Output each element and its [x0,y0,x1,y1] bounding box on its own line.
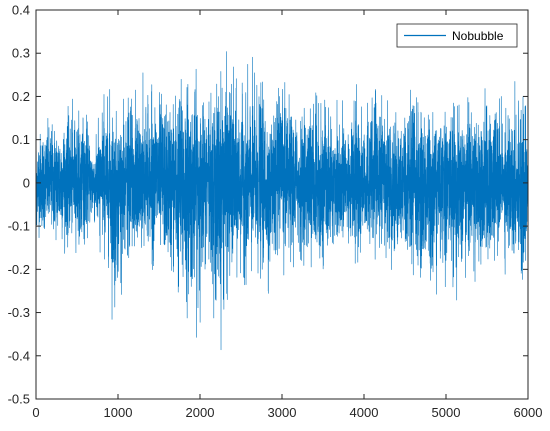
y-tick-label: -0.3 [8,305,30,320]
y-tick-label: 0.3 [12,46,30,61]
y-tick-label: 0.1 [12,132,30,147]
y-tick-label: -0.5 [8,392,30,407]
y-tick-label: -0.1 [8,219,30,234]
legend-box [396,23,518,48]
y-tick-label: 0.4 [12,3,30,18]
y-tick-label: -0.2 [8,262,30,277]
x-tick-label: 0 [32,405,39,420]
x-tick-label: 5000 [432,405,461,420]
y-tick-label: 0 [23,175,30,190]
legend-label-nobubble: Nobubble [452,29,504,43]
x-tick-label: 3000 [268,405,297,420]
x-tick-label: 1000 [104,405,133,420]
x-tick-label: 6000 [514,405,543,420]
y-tick-label: -0.4 [8,348,30,363]
x-tick-label: 2000 [186,405,215,420]
x-tick-label: 4000 [350,405,379,420]
y-tick-label: 0.2 [12,89,30,104]
series-line-nobubble [36,51,528,351]
